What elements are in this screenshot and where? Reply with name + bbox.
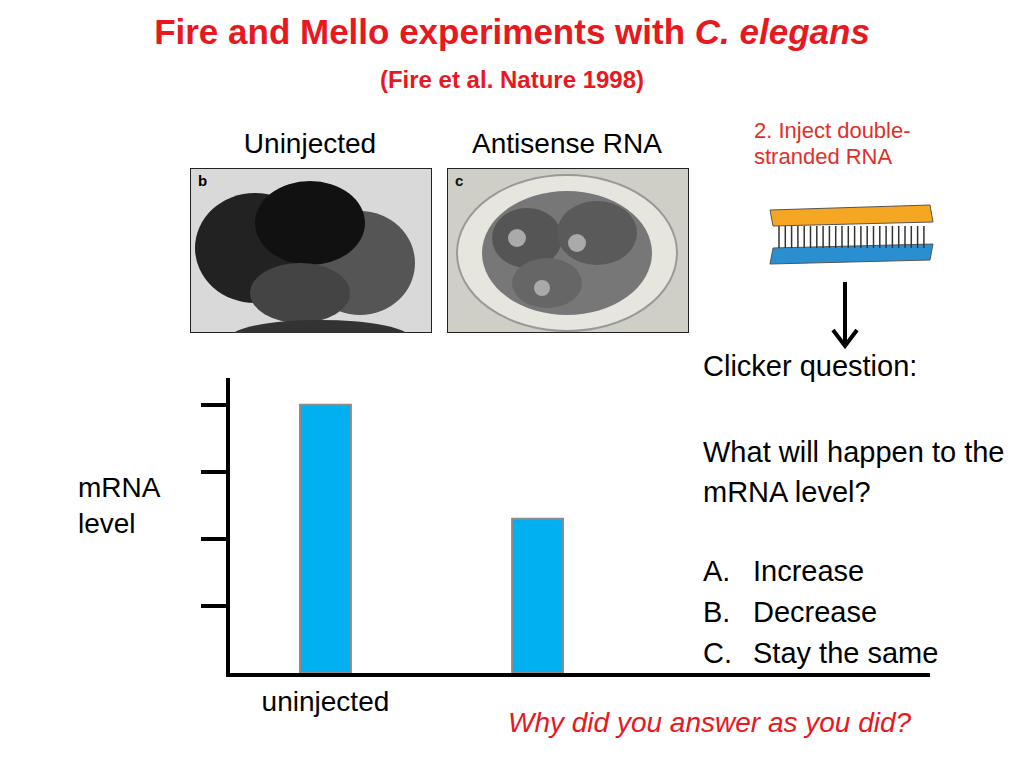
html-text:mRNA level: mRNA level	[78, 472, 159, 540]
html-text:A.: A.	[703, 555, 731, 587]
html-text:Fire and Mello experiments wit: Fire and Mello experiments with C. elega…	[154, 12, 870, 51]
html-text:Why did you answer as you did?: Why did you answer as you did?	[508, 707, 912, 738]
html-text:Increase: Increase	[753, 555, 865, 587]
html-text:2. Inject double-stranded RNA: 2. Inject double-stranded RNA	[754, 118, 911, 170]
html-text:(Fire et al. Nature 1998): (Fire et al. Nature 1998)	[379, 66, 644, 93]
html-text:What will happen to the mRNA l: What will happen to the mRNA level?	[703, 436, 1005, 508]
html-text:Clicker question:: Clicker question:	[703, 350, 918, 382]
html-text:Stay the same: Stay the same	[753, 637, 939, 669]
svg-text:c: c	[455, 172, 463, 189]
svg-text:uninjected: uninjected	[262, 686, 390, 717]
html-text:Decrease: Decrease	[753, 596, 878, 628]
html-text:C.: C.	[703, 637, 732, 669]
html-text:Antisense RNA: Antisense RNA	[472, 128, 662, 159]
html-text:B.: B.	[703, 596, 731, 628]
svg-text:b: b	[198, 172, 207, 189]
html-text:Uninjected: Uninjected	[243, 128, 377, 159]
